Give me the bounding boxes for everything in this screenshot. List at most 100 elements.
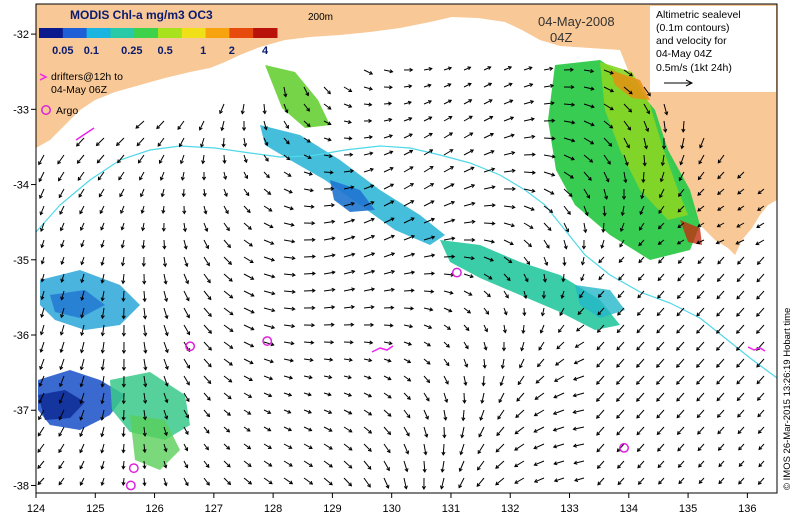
- velocity-arrow: [263, 392, 273, 398]
- velocity-arrow: [403, 149, 414, 156]
- velocity-arrow: [363, 269, 376, 275]
- velocity-arrow: [514, 443, 525, 451]
- velocity-arrow: [716, 358, 725, 368]
- velocity-arrow: [303, 171, 313, 176]
- velocity-arrow: [663, 103, 669, 116]
- velocity-arrow: [637, 477, 645, 485]
- velocity-arrow: [403, 200, 415, 207]
- velocity-arrow: [343, 185, 355, 190]
- velocity-arrow: [39, 341, 45, 353]
- velocity-arrow: [363, 287, 376, 292]
- velocity-arrow: [423, 183, 435, 190]
- velocity-arrow: [638, 256, 645, 264]
- velocity-arrow: [636, 392, 645, 402]
- velocity-arrow: [483, 167, 496, 173]
- velocity-arrow: [676, 375, 685, 385]
- velocity-arrow: [203, 375, 212, 385]
- velocity-arrow: [343, 168, 355, 174]
- velocity-arrow: [533, 460, 545, 467]
- velocity-arrow: [717, 188, 725, 195]
- velocity-arrow: [223, 171, 228, 181]
- velocity-arrow: [601, 222, 606, 233]
- velocity-arrow: [223, 307, 234, 316]
- velocity-arrow: [717, 426, 725, 435]
- velocity-arrow: [697, 222, 705, 228]
- velocity-arrow: [121, 392, 126, 405]
- velocity-arrow: [183, 375, 190, 386]
- velocity-arrow: [735, 239, 745, 245]
- velocity-arrow: [583, 86, 595, 91]
- velocity-arrow: [323, 392, 332, 397]
- velocity-arrow: [623, 86, 633, 95]
- velocity-arrow: [58, 171, 65, 182]
- velocity-arrow: [363, 102, 373, 107]
- credit-label: © IMOS 26-Mar-2015 13:26:19 Hobart time: [782, 308, 793, 490]
- velocity-arrow: [521, 324, 526, 335]
- argo-float-marker: [262, 336, 273, 346]
- velocity-arrow: [323, 477, 333, 486]
- velocity-arrow: [363, 443, 372, 452]
- velocity-arrow: [95, 137, 105, 147]
- velocity-arrow: [696, 239, 705, 245]
- velocity-arrow: [440, 460, 445, 473]
- velocity-arrow: [343, 235, 356, 241]
- velocity-arrow: [523, 134, 536, 139]
- velocity-arrow: [96, 154, 105, 164]
- velocity-arrow: [303, 137, 311, 143]
- velocity-arrow: [523, 273, 529, 283]
- velocity-arrow: [142, 290, 147, 303]
- altimetry-legend-line: 04-May 04Z: [656, 48, 713, 60]
- velocity-arrow: [40, 273, 45, 283]
- velocity-arrow: [363, 151, 374, 156]
- velocity-arrow: [383, 117, 393, 122]
- velocity-arrow: [523, 290, 528, 300]
- velocity-arrow: [716, 375, 725, 385]
- velocity-arrow: [517, 375, 525, 386]
- velocity-arrow: [697, 256, 705, 265]
- velocity-arrow: [443, 341, 450, 348]
- velocity-arrow: [463, 341, 469, 350]
- velocity-arrow: [463, 166, 475, 173]
- velocity-arrow: [263, 205, 273, 212]
- velocity-arrow: [383, 409, 392, 417]
- velocity-arrow: [618, 256, 625, 263]
- velocity-arrow: [558, 324, 565, 333]
- velocity-arrow: [263, 324, 276, 330]
- velocity-arrow: [617, 460, 625, 469]
- velocity-arrow: [141, 222, 146, 232]
- velocity-arrow: [736, 273, 745, 283]
- velocity-arrow: [363, 118, 373, 123]
- velocity-arrow: [383, 69, 394, 74]
- velocity-arrow: [657, 290, 665, 299]
- velocity-arrow: [637, 460, 645, 469]
- velocity-arrow: [76, 137, 85, 147]
- velocity-arrow: [223, 273, 233, 282]
- velocity-arrow: [477, 443, 485, 455]
- velocity-arrow: [57, 154, 65, 165]
- velocity-arrow: [677, 460, 685, 468]
- velocity-arrow: [503, 168, 516, 173]
- velocity-arrow: [121, 409, 126, 421]
- chlorophyll-title: MODIS Chl-a mg/m3 OC3: [70, 8, 213, 22]
- velocity-arrow: [519, 358, 525, 369]
- velocity-arrow: [403, 460, 409, 473]
- velocity-arrow: [697, 188, 705, 196]
- velocity-arrow: [383, 217, 395, 224]
- velocity-arrow: [503, 204, 516, 210]
- velocity-arrow: [596, 358, 605, 368]
- velocity-arrow: [263, 188, 272, 195]
- velocity-arrow: [738, 460, 745, 467]
- velocity-arrow: [443, 115, 453, 122]
- x-tick-label: 135: [679, 503, 697, 515]
- velocity-arrow: [583, 205, 589, 217]
- colorbar-tick-label: 0.05: [52, 45, 73, 57]
- velocity-arrow: [77, 171, 85, 181]
- velocity-arrow: [121, 307, 126, 320]
- velocity-arrow: [423, 149, 434, 156]
- velocity-arrow: [163, 392, 169, 404]
- velocity-arrow: [363, 358, 373, 363]
- x-tick-label: 129: [323, 503, 341, 515]
- velocity-arrow: [363, 322, 375, 328]
- velocity-arrow: [717, 443, 725, 451]
- drifter-legend-line: 04-May 06Z: [51, 84, 108, 96]
